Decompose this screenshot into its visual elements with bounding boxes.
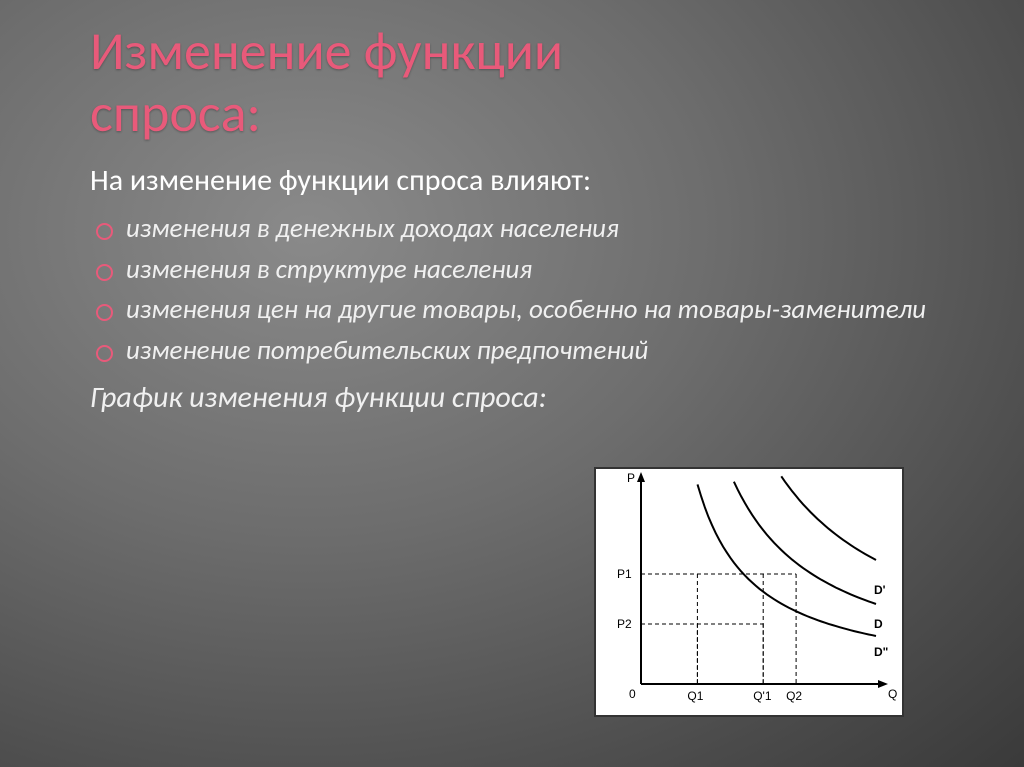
svg-text:Q1: Q1 — [687, 689, 703, 703]
svg-text:P1: P1 — [617, 567, 632, 581]
svg-text:Q'1: Q'1 — [753, 689, 772, 703]
svg-text:D: D — [874, 617, 883, 631]
demand-chart-svg: P Q 0 D' D D" P1 P2 Q1 Q'1 Q2 — [596, 469, 906, 719]
bullet-item: изменения в денежных доходах населения — [90, 211, 964, 247]
svg-text:0: 0 — [629, 687, 636, 701]
svg-text:Q2: Q2 — [786, 689, 802, 703]
title-line-1: Изменение функции — [90, 18, 563, 84]
bullet-item: изменения в структуре населения — [90, 252, 964, 288]
svg-text:D': D' — [874, 583, 886, 597]
svg-text:Q: Q — [888, 687, 897, 701]
subtitle: На изменение функции спроса влияют: — [90, 162, 964, 199]
chart-caption: График изменения функции спроса: — [90, 379, 964, 416]
demand-chart: P Q 0 D' D D" P1 P2 Q1 Q'1 Q2 — [594, 467, 904, 717]
title-line-2: спроса: — [90, 80, 261, 146]
bullet-list: изменения в денежных доходах населения и… — [90, 211, 964, 369]
bullet-item: изменение потребительских предпочтений — [90, 333, 964, 369]
slide-title: Изменение функции спроса: — [90, 20, 964, 144]
svg-text:P2: P2 — [617, 617, 632, 631]
svg-text:P: P — [627, 471, 635, 485]
bullet-item: изменения цен на другие товары, особенно… — [90, 292, 964, 328]
svg-text:D": D" — [874, 645, 888, 659]
